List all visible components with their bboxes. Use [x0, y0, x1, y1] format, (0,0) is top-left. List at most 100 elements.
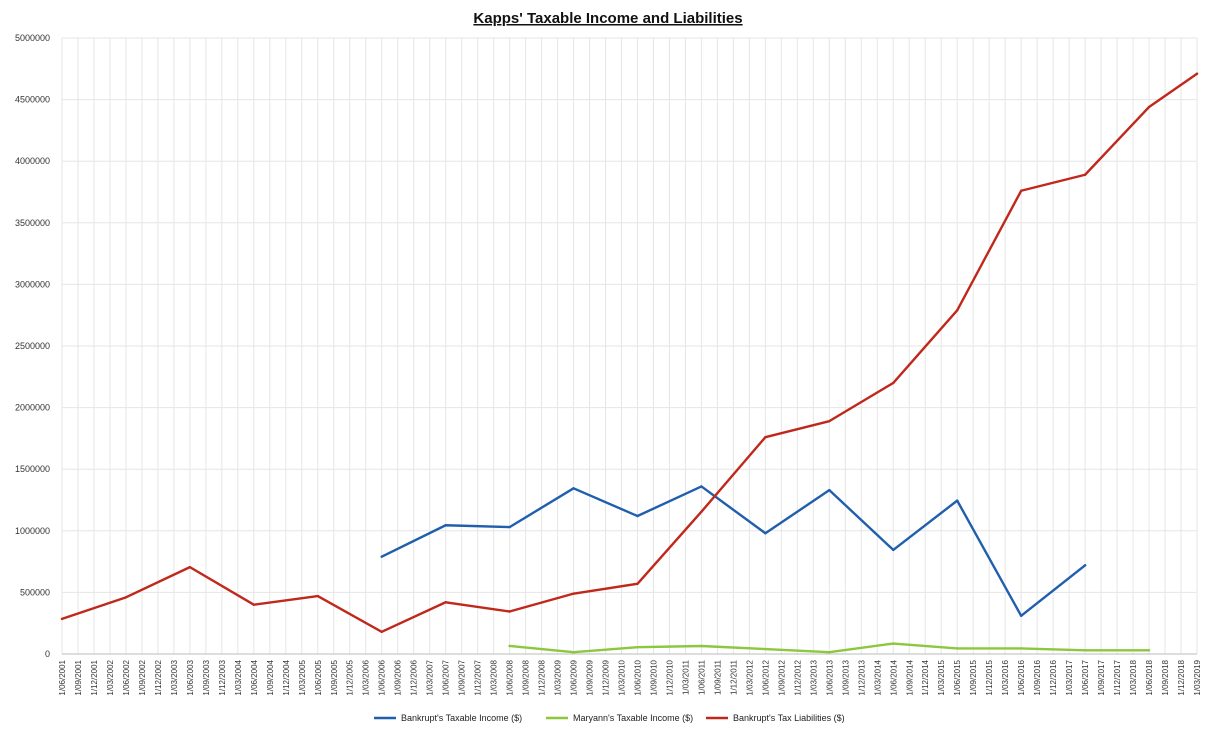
x-tick-label: 1/09/2005 — [330, 659, 339, 695]
x-tick-label: 1/09/2002 — [138, 659, 147, 695]
data-point — [764, 647, 767, 651]
y-tick-label: 3000000 — [15, 279, 50, 289]
legend-label: Bankrupt's Tax Liabilities ($) — [733, 713, 845, 723]
series-line-0 — [380, 485, 1087, 618]
data-point — [380, 555, 383, 558]
x-tick-label: 1/06/2014 — [889, 659, 898, 695]
x-tick-label: 1/12/2004 — [282, 659, 291, 695]
x-tick-label: 1/12/2010 — [665, 659, 674, 695]
data-point — [764, 435, 767, 439]
y-tick-label: 4000000 — [15, 156, 50, 166]
x-tick-label: 1/09/2004 — [266, 659, 275, 695]
x-tick-label: 1/03/2015 — [937, 659, 946, 695]
x-tick-label: 1/12/2001 — [90, 659, 99, 695]
x-tick-label: 1/12/2013 — [857, 659, 866, 695]
x-tick-label: 1/06/2003 — [186, 659, 195, 695]
x-tick-label: 1/09/2016 — [1033, 659, 1042, 695]
data-point — [508, 644, 511, 648]
data-point — [892, 642, 895, 645]
data-point — [572, 487, 575, 490]
data-point — [892, 548, 895, 552]
y-tick-label: 2000000 — [15, 403, 50, 413]
data-point — [60, 617, 64, 621]
x-tick-label: 1/06/2006 — [378, 659, 387, 695]
x-tick-label: 1/09/2007 — [458, 659, 467, 695]
x-tick-label: 1/12/2012 — [793, 659, 802, 695]
x-tick-label: 1/06/2013 — [825, 659, 834, 695]
x-tick-label: 1/06/2004 — [250, 659, 259, 695]
x-tick-label: 1/03/2005 — [298, 659, 307, 695]
data-point — [764, 532, 767, 535]
x-axis: 1/06/2001 1/09/2001 1/12/2001 1/03/2002 1/06… — [58, 659, 1202, 695]
x-tick-label: 1/09/2018 — [1161, 659, 1170, 695]
x-tick-label: 1/03/2007 — [426, 659, 435, 695]
x-tick-label: 1/09/2015 — [969, 659, 978, 695]
series-lines — [60, 72, 1199, 654]
data-point — [828, 650, 831, 654]
x-tick-label: 1/12/2009 — [602, 659, 611, 695]
x-tick-label: 1/09/2014 — [905, 659, 914, 695]
x-tick-label: 1/06/2001 — [58, 659, 67, 695]
x-tick-label: 1/03/2004 — [234, 659, 243, 695]
x-tick-label: 1/06/2010 — [633, 659, 642, 695]
data-point — [828, 419, 831, 423]
x-tick-label: 1/06/2002 — [122, 659, 131, 695]
x-tick-label: 1/12/2018 — [1177, 659, 1186, 695]
legend: Bankrupt's Taxable Income ($) Maryann's T… — [374, 713, 845, 723]
legend-label: Bankrupt's Taxable Income ($) — [401, 713, 522, 723]
x-tick-label: 1/03/2014 — [873, 659, 882, 695]
data-point — [636, 514, 639, 518]
x-tick-label: 1/03/2016 — [1001, 659, 1010, 695]
x-tick-label: 1/03/2011 — [681, 659, 690, 695]
x-tick-label: 1/09/2003 — [202, 659, 211, 695]
data-point — [828, 488, 831, 492]
x-tick-label: 1/09/2006 — [394, 659, 403, 695]
x-tick-label: 1/09/2011 — [713, 659, 722, 695]
x-tick-label: 1/09/2009 — [586, 659, 595, 695]
data-point — [700, 485, 703, 488]
data-point — [1019, 647, 1023, 650]
x-tick-label: 1/12/2015 — [985, 659, 994, 695]
x-tick-label: 1/06/2017 — [1081, 659, 1090, 695]
x-tick-label: 1/12/2005 — [346, 659, 355, 695]
data-point — [892, 381, 895, 385]
x-tick-label: 1/03/2003 — [170, 659, 179, 695]
x-tick-label: 1/03/2002 — [106, 659, 115, 695]
data-point — [1147, 105, 1151, 109]
x-tick-label: 1/03/2009 — [554, 659, 563, 695]
x-tick-label: 1/03/2010 — [618, 659, 627, 695]
x-tick-label: 1/12/2011 — [729, 659, 738, 695]
data-point — [572, 650, 575, 654]
x-tick-label: 1/12/2008 — [538, 659, 547, 695]
data-point — [380, 630, 383, 634]
x-tick-label: 1/03/2018 — [1129, 659, 1138, 695]
y-tick-label: 1500000 — [15, 464, 50, 474]
x-tick-label: 1/03/2008 — [490, 659, 499, 695]
chart-title: Kapps' Taxable Income and Liabilities — [473, 10, 742, 27]
data-point — [572, 592, 575, 595]
data-point — [1147, 649, 1151, 652]
data-point — [124, 596, 128, 599]
x-tick-label: 1/06/2008 — [506, 659, 515, 695]
x-tick-label: 1/06/2018 — [1145, 659, 1154, 695]
x-tick-label: 1/03/2006 — [362, 659, 371, 695]
data-point — [956, 309, 959, 312]
y-tick-label: 1000000 — [15, 526, 50, 536]
x-tick-label: 1/12/2006 — [410, 659, 419, 695]
x-tick-label: 1/12/2016 — [1049, 659, 1058, 695]
data-point — [636, 646, 639, 649]
data-point — [508, 610, 511, 613]
x-tick-label: 1/03/2017 — [1065, 659, 1074, 695]
grid — [61, 37, 1198, 655]
legend-label: Maryann's Taxable Income ($) — [573, 713, 693, 723]
data-point — [1019, 189, 1023, 192]
x-tick-label: 1/06/2007 — [442, 659, 451, 695]
data-point — [956, 499, 959, 502]
x-tick-label: 1/06/2015 — [953, 659, 962, 695]
x-tick-label: 1/09/2001 — [74, 659, 83, 695]
x-tick-label: 1/09/2008 — [522, 659, 531, 695]
x-tick-label: 1/12/2017 — [1113, 659, 1122, 695]
x-tick-label: 1/12/2014 — [921, 659, 930, 695]
y-axis: 0 500000 1000000 1500000 2000000 2500000 30000… — [15, 33, 50, 659]
x-tick-label: 1/12/2003 — [218, 659, 227, 695]
